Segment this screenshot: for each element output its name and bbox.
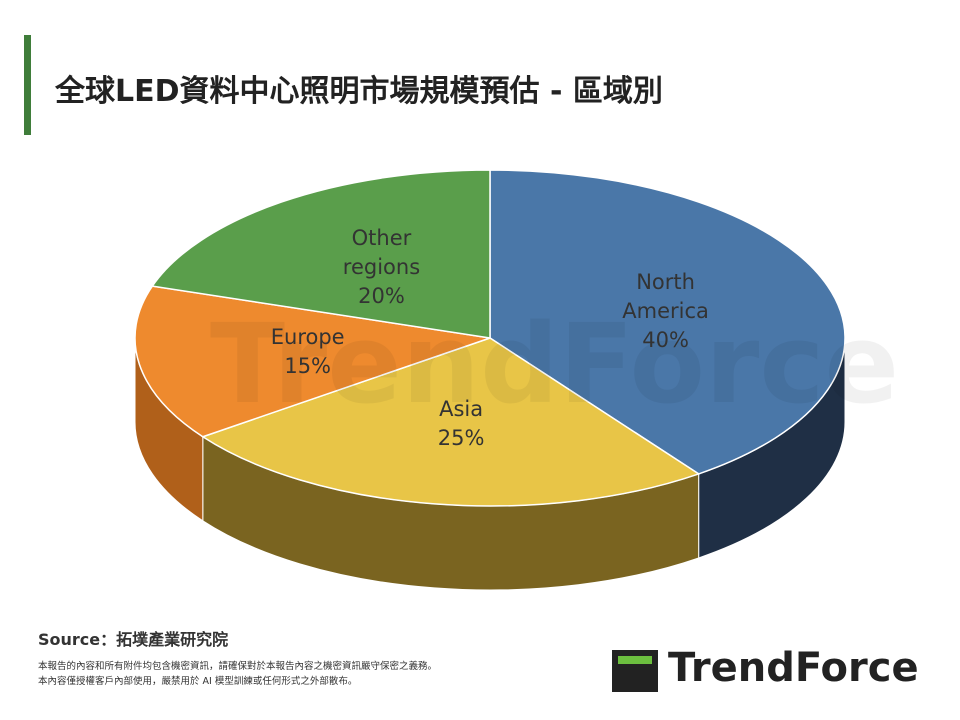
watermark: TrendForce [210,300,900,428]
slice-value: 20% [358,283,405,308]
slice [151,169,491,339]
slice [489,169,846,475]
slice-label: Europe [270,324,345,349]
disclaimer: 本報告的內容和所有附件均包含機密資訊，請確保對於本報告內容之機密資訊嚴守保密之義… [38,661,438,672]
slice-value: 25% [437,426,485,451]
slice-label: Asia [439,397,484,422]
chart-title: 全球LED資料中心照明市場規模預估 - 區域別 [55,74,663,109]
logo-icon-stripe [618,656,652,664]
source: Source：拓墣產業研究院 [38,630,229,649]
slice-label: North America [622,269,709,323]
slice [134,285,491,438]
slice-value: 40% [642,327,689,352]
slice-label: Other regions [342,225,421,279]
disclaimer: 本內容僅授權客戶內部使用，嚴禁用於 AI 模型訓練或任何形式之外部散布。 [38,676,358,687]
slice [201,337,701,507]
accent-bar [24,35,31,135]
slice-value: 15% [284,353,332,378]
logo: TrendForce [668,645,919,691]
